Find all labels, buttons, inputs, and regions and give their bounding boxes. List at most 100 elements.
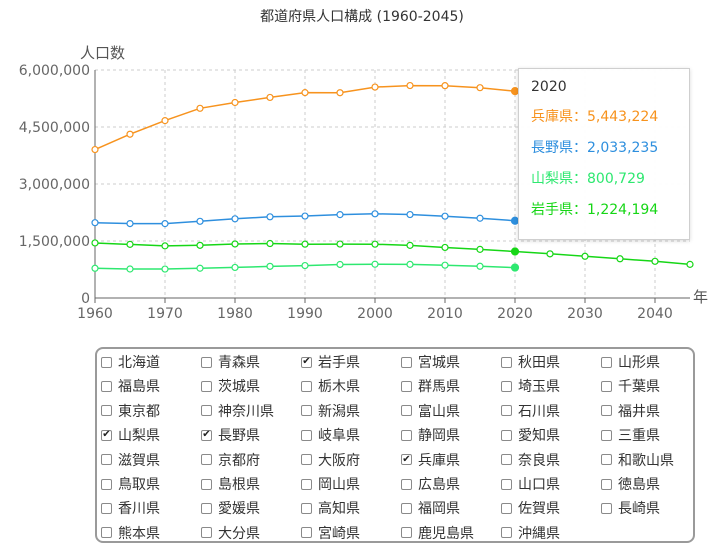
checkbox-unchecked-icon[interactable] [301,380,312,392]
checkbox-checked-icon[interactable]: ✔ [401,453,412,466]
prefecture-checkbox[interactable]: 秋田県 [501,350,560,374]
prefecture-checkbox[interactable]: 岐阜県 [301,423,360,447]
prefecture-checkbox[interactable]: 栃木県 [301,374,360,398]
data-point [476,262,484,270]
prefecture-checkbox[interactable]: 福井県 [601,399,660,423]
prefecture-checkbox[interactable]: ✔ 長野県 [201,423,260,447]
prefecture-checkbox[interactable]: 熊本県 [101,521,160,545]
prefecture-checkbox[interactable]: 神奈川県 [201,399,274,423]
prefecture-checkbox[interactable]: 鳥取県 [101,472,160,496]
checkbox-unchecked-icon[interactable] [501,478,512,490]
checkbox-unchecked-icon[interactable] [101,454,112,466]
checkbox-unchecked-icon[interactable] [201,502,212,514]
checkbox-unchecked-icon[interactable] [601,454,612,466]
checkbox-unchecked-icon[interactable] [301,429,312,441]
prefecture-checkbox[interactable]: 宮崎県 [301,521,360,545]
checkbox-unchecked-icon[interactable] [301,454,312,466]
checkbox-unchecked-icon[interactable] [401,405,412,417]
prefecture-checkbox[interactable]: 和歌山県 [601,448,674,472]
checkbox-unchecked-icon[interactable] [601,429,612,441]
checkbox-unchecked-icon[interactable] [201,454,212,466]
prefecture-checkbox[interactable]: ✔ 岩手県 [301,350,360,374]
prefecture-label: 岐阜県 [318,428,360,445]
checkbox-unchecked-icon[interactable] [101,380,112,392]
prefecture-checkbox[interactable]: 福島県 [101,374,160,398]
checkbox-unchecked-icon[interactable] [401,527,412,539]
checkbox-unchecked-icon[interactable] [401,502,412,514]
prefecture-checkbox[interactable]: 高知県 [301,496,360,520]
checkbox-unchecked-icon[interactable] [501,429,512,441]
prefecture-checkbox[interactable]: 京都府 [201,448,260,472]
prefecture-checkbox[interactable]: 滋賀県 [101,448,160,472]
prefecture-checkbox[interactable]: 北海道 [101,350,160,374]
checkbox-unchecked-icon[interactable] [301,478,312,490]
checkbox-checked-icon[interactable]: ✔ [301,356,312,368]
prefecture-checkbox[interactable]: 岡山県 [301,472,360,496]
checkbox-unchecked-icon[interactable] [301,527,312,539]
prefecture-checkbox[interactable]: 島根県 [201,472,260,496]
checkbox-unchecked-icon[interactable] [101,502,112,514]
checkbox-unchecked-icon[interactable] [101,478,112,490]
prefecture-checkbox[interactable]: 長崎県 [601,496,660,520]
checkbox-unchecked-icon[interactable] [501,405,512,417]
checkbox-unchecked-icon[interactable] [101,356,112,368]
prefecture-label: 岡山県 [318,477,360,493]
prefecture-checkbox[interactable]: 沖縄県 [501,521,560,545]
checkbox-unchecked-icon[interactable] [101,527,112,539]
checkbox-unchecked-icon[interactable] [201,380,212,392]
prefecture-checkbox[interactable]: 山形県 [601,350,660,374]
prefecture-checkbox[interactable]: 大阪府 [301,448,360,472]
prefecture-checkbox[interactable]: 東京都 [101,399,160,423]
prefecture-checkbox[interactable]: 新潟県 [301,399,360,423]
prefecture-checkbox[interactable]: 千葉県 [601,374,660,398]
checkbox-unchecked-icon[interactable] [101,405,112,417]
prefecture-checkbox[interactable]: 静岡県 [401,423,460,447]
prefecture-checkbox[interactable]: 奈良県 [501,448,560,472]
prefecture-checkbox[interactable]: 徳島県 [601,472,660,496]
prefecture-checkbox[interactable]: 香川県 [101,496,160,520]
checkbox-unchecked-icon[interactable] [401,356,412,368]
checkbox-unchecked-icon[interactable] [601,356,612,368]
prefecture-checkbox[interactable]: 広島県 [401,472,460,496]
checkbox-checked-icon[interactable]: ✔ [201,429,212,441]
prefecture-checkbox[interactable]: 埼玉県 [501,374,560,398]
prefecture-checkbox[interactable]: 愛媛県 [201,496,260,520]
prefecture-checkbox[interactable]: 宮城県 [401,350,460,374]
checkbox-unchecked-icon[interactable] [401,429,412,441]
prefecture-checkbox[interactable]: 大分県 [201,521,260,545]
checkbox-unchecked-icon[interactable] [201,405,212,417]
checkbox-unchecked-icon[interactable] [401,478,412,490]
prefecture-checkbox[interactable]: 富山県 [401,399,460,423]
tooltip-row: 山梨県：800,729 [531,171,645,187]
checkbox-unchecked-icon[interactable] [501,356,512,368]
prefecture-checkbox[interactable]: 茨城県 [201,374,260,398]
prefecture-checkbox[interactable]: ✔ 山梨県 [101,423,160,447]
checkbox-unchecked-icon[interactable] [301,502,312,514]
prefecture-checkbox[interactable]: 福岡県 [401,496,460,520]
checkbox-unchecked-icon[interactable] [401,380,412,392]
prefecture-checkbox[interactable]: 山口県 [501,472,560,496]
checkbox-unchecked-icon[interactable] [501,454,512,466]
checkbox-unchecked-icon[interactable] [601,502,612,514]
checkbox-checked-icon[interactable]: ✔ [101,429,112,441]
checkbox-unchecked-icon[interactable] [501,380,512,392]
checkbox-unchecked-icon[interactable] [201,478,212,490]
checkbox-unchecked-icon[interactable] [501,527,512,539]
prefecture-checkbox[interactable]: 石川県 [501,399,560,423]
prefecture-checkbox[interactable]: 鹿児島県 [401,521,474,545]
prefecture-checkbox[interactable]: 愛知県 [501,423,560,447]
x-tick-label: 1970 [147,306,183,322]
checkbox-unchecked-icon[interactable] [501,502,512,514]
checkbox-unchecked-icon[interactable] [201,356,212,368]
checkbox-unchecked-icon[interactable] [601,380,612,392]
data-point [231,215,239,223]
prefecture-checkbox[interactable]: 佐賀県 [501,496,560,520]
checkbox-unchecked-icon[interactable] [601,405,612,417]
prefecture-checkbox[interactable]: 群馬県 [401,374,460,398]
prefecture-checkbox[interactable]: 三重県 [601,423,660,447]
prefecture-checkbox[interactable]: 青森県 [201,350,260,374]
checkbox-unchecked-icon[interactable] [301,405,312,417]
prefecture-checkbox[interactable]: ✔ 兵庫県 [401,448,460,472]
checkbox-unchecked-icon[interactable] [201,527,212,539]
checkbox-unchecked-icon[interactable] [601,478,612,490]
